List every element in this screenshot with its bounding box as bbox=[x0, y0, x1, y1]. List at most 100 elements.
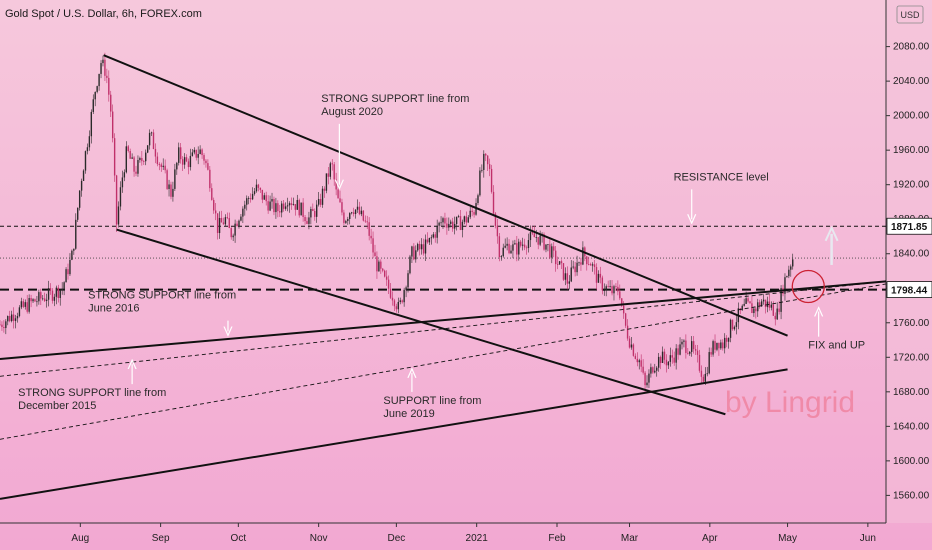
candle-body bbox=[102, 59, 104, 64]
trend-line[interactable] bbox=[0, 280, 887, 377]
price-tick-label: 2080.00 bbox=[893, 42, 930, 53]
candle-body bbox=[374, 252, 376, 257]
candle-body bbox=[352, 212, 355, 214]
trend-line[interactable] bbox=[0, 283, 887, 440]
time-axis[interactable]: Aug Sep Oct Nov Dec 2021 Feb Mar Apr May Jun bbox=[0, 522, 886, 544]
candle-body bbox=[774, 315, 776, 320]
candle-body bbox=[18, 307, 21, 317]
candle-body bbox=[321, 188, 324, 205]
candle-body bbox=[760, 301, 763, 307]
candle-body bbox=[595, 267, 598, 283]
candle-body bbox=[113, 138, 116, 176]
trend-line[interactable] bbox=[0, 280, 887, 361]
candle-body bbox=[316, 204, 318, 217]
candle-body bbox=[675, 348, 677, 363]
candle-body bbox=[500, 256, 502, 258]
candle-body bbox=[749, 301, 751, 304]
time-tick-label: Jun bbox=[860, 533, 876, 544]
candle-body bbox=[566, 273, 569, 284]
candle-body bbox=[510, 250, 512, 254]
candle-body bbox=[226, 217, 229, 219]
candle-body bbox=[523, 244, 526, 248]
candle-body bbox=[317, 198, 320, 205]
candle-body bbox=[259, 187, 262, 190]
candle-body bbox=[203, 155, 205, 161]
candle-body bbox=[127, 146, 129, 152]
candle-body bbox=[652, 367, 654, 373]
candle-body bbox=[420, 244, 423, 250]
candle-body bbox=[205, 160, 207, 164]
candle-body bbox=[446, 223, 448, 228]
candle-body bbox=[656, 367, 658, 371]
candle-body bbox=[679, 344, 681, 355]
candle-body bbox=[488, 164, 491, 169]
candle-body bbox=[426, 239, 429, 243]
candle-body bbox=[69, 259, 71, 275]
candle-body bbox=[669, 355, 672, 362]
candle-body bbox=[644, 372, 646, 386]
candle-body bbox=[712, 341, 714, 355]
candle-body bbox=[255, 184, 258, 192]
candle-body bbox=[94, 91, 96, 100]
candle-body bbox=[694, 349, 697, 351]
candle-body bbox=[78, 190, 81, 208]
candle-body bbox=[661, 351, 664, 364]
candle-body bbox=[463, 216, 466, 222]
candle-body bbox=[624, 313, 627, 326]
candle-body bbox=[492, 191, 495, 214]
candle-body bbox=[222, 222, 225, 225]
candle-body bbox=[300, 202, 302, 216]
candle-body bbox=[75, 219, 77, 249]
candle-body bbox=[397, 301, 400, 310]
time-tick-label: Feb bbox=[548, 533, 566, 544]
candle-body bbox=[506, 243, 508, 246]
candle-body bbox=[218, 217, 221, 234]
candle-body bbox=[430, 237, 433, 239]
candle-body bbox=[28, 298, 30, 312]
candle-body bbox=[654, 370, 656, 373]
candle-body bbox=[16, 316, 19, 319]
candle-body bbox=[172, 188, 174, 197]
price-axis[interactable]: 1560.00 1600.00 1640.00 1680.00 1720.00 1760.… bbox=[885, 0, 932, 523]
candle-body bbox=[393, 300, 396, 307]
candle-body bbox=[589, 264, 592, 266]
candle-body bbox=[521, 244, 524, 246]
candle-body bbox=[331, 163, 333, 165]
candle-body bbox=[401, 300, 403, 303]
candle-body bbox=[564, 273, 567, 280]
candle-body bbox=[312, 208, 314, 211]
candle-body bbox=[73, 248, 75, 251]
candle-body bbox=[747, 298, 749, 302]
candle-body bbox=[681, 341, 683, 345]
candle-body bbox=[512, 244, 514, 251]
candle-body bbox=[508, 243, 510, 254]
currency-selector[interactable]: USD bbox=[896, 5, 924, 24]
candle-body bbox=[179, 147, 182, 160]
candle-body bbox=[356, 206, 359, 210]
candle-body bbox=[162, 165, 164, 168]
time-tick-label: Apr bbox=[702, 533, 718, 544]
candle-body bbox=[211, 188, 213, 200]
watermark: by Lingrid bbox=[725, 386, 855, 419]
candle-body bbox=[193, 149, 195, 153]
candle-body bbox=[415, 250, 417, 260]
candle-body bbox=[32, 299, 34, 302]
trend-line[interactable] bbox=[103, 54, 788, 337]
price-tick-label: 1840.00 bbox=[893, 249, 930, 260]
candle-body bbox=[3, 326, 5, 329]
trend-line[interactable] bbox=[0, 368, 788, 500]
candle-body bbox=[358, 206, 361, 215]
price-tick-label: 1680.00 bbox=[893, 387, 930, 398]
candle-body bbox=[279, 211, 281, 213]
candle-body bbox=[59, 290, 61, 298]
time-tick-label: Dec bbox=[387, 533, 405, 544]
candle-body bbox=[302, 202, 304, 217]
candle-body bbox=[591, 264, 594, 266]
candle-body bbox=[485, 153, 487, 156]
candle-body bbox=[150, 132, 153, 134]
candle-body bbox=[634, 355, 637, 359]
time-tick-label: May bbox=[778, 533, 797, 544]
candle-body bbox=[121, 177, 124, 188]
